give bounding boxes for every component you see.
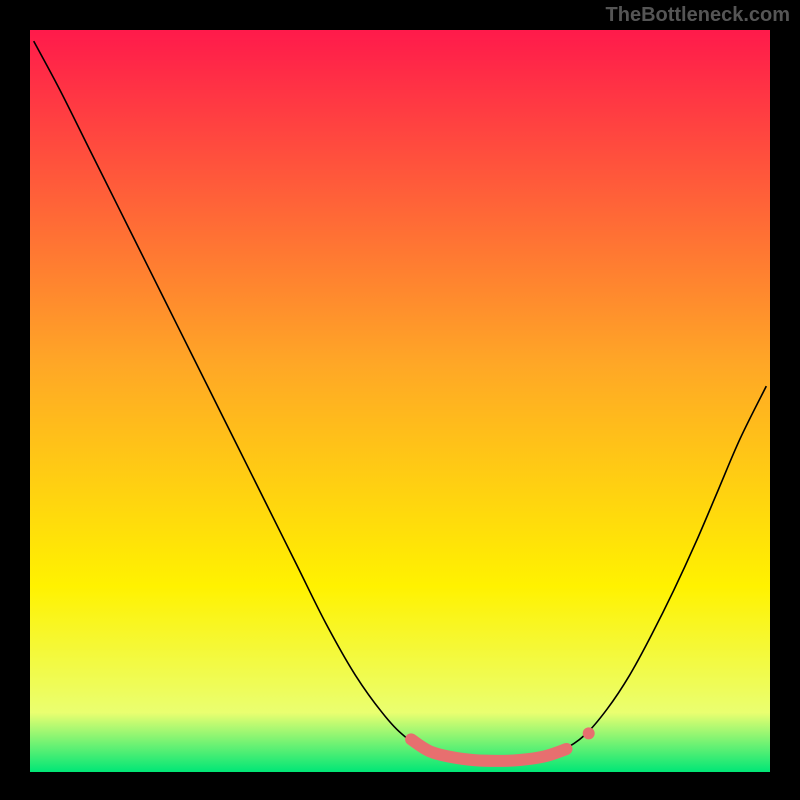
- bottleneck-curve: [34, 41, 767, 762]
- chart-svg: [30, 30, 770, 772]
- watermark-text: TheBottleneck.com: [606, 4, 790, 27]
- chart-plot-area: [30, 30, 770, 772]
- optimal-range-highlight: [411, 739, 566, 761]
- highlight-end-dot: [583, 727, 595, 739]
